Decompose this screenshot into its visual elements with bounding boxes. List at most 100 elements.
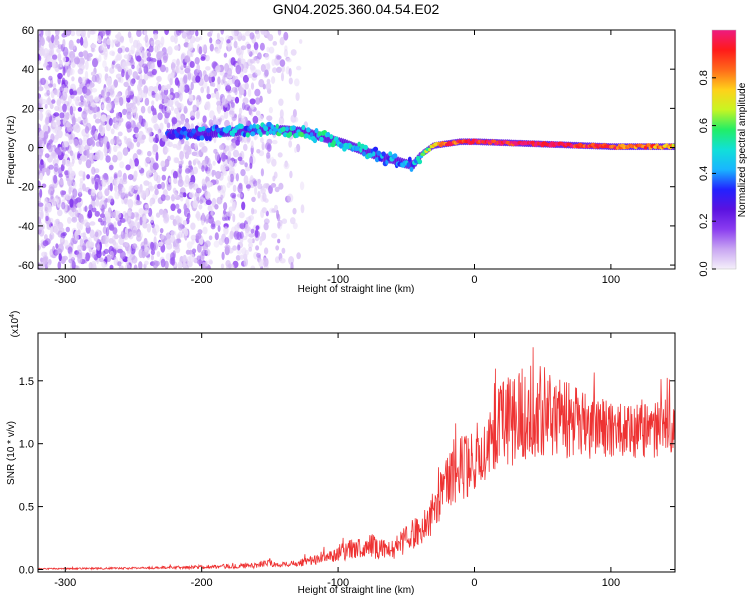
spectrogram-noise-dot — [57, 129, 63, 139]
spectrogram-noise-dot — [155, 212, 161, 218]
spectrogram-ridge-dot — [259, 131, 263, 137]
spectrogram-ridge-dot — [291, 125, 296, 131]
spectrogram-noise-dot — [61, 91, 68, 101]
spectrogram-noise-dot — [263, 247, 269, 255]
spectrogram-noise-dot — [235, 64, 242, 75]
spectrogram-noise-dot — [238, 182, 243, 189]
spectrogram-noise-dot — [288, 77, 293, 85]
spectrogram-noise-dot — [260, 30, 266, 34]
spectrogram-noise-dot — [38, 244, 41, 251]
spectrogram-ridge-dot — [359, 147, 363, 153]
spectrogram-noise-dot — [261, 207, 267, 214]
spectrogram-ridge-dot — [245, 132, 250, 138]
spectrogram-noise-dot — [185, 118, 189, 124]
spectrogram-noise-dot — [143, 30, 148, 36]
spectrogram-noise-dot — [164, 260, 169, 269]
spectrogram-noise-dot — [206, 171, 212, 177]
spectrogram-noise-dot — [234, 96, 240, 104]
spectrogram-noise-dot — [175, 111, 181, 121]
spectrogram-noise-dot — [170, 106, 174, 111]
spectrogram-noise-dot — [189, 61, 195, 68]
spectrogram-noise-dot — [99, 257, 104, 263]
spectrogram-noise-dot — [151, 100, 155, 106]
spectrogram-noise-dot — [56, 99, 62, 107]
colorbar-tick-label: 0.0 — [698, 261, 710, 276]
spectrogram-noise-dot — [192, 166, 198, 175]
spectrogram-noise-dot — [118, 186, 123, 195]
spectrogram-noise-dot — [102, 60, 107, 69]
spectrogram-noise-dot — [110, 128, 115, 135]
spectrogram-noise-dot — [272, 139, 278, 145]
spectrogram-noise-dot — [222, 216, 227, 222]
colorbar: 0.0 0.2 0.4 0.6 0.8 Normalized spectral ampl… — [698, 29, 748, 277]
spectrogram-noise-dot — [125, 164, 131, 171]
spectrogram-noise-dot — [148, 207, 153, 217]
spectrogram-noise-dot — [143, 180, 150, 186]
spectrogram-noise-dot — [94, 96, 100, 103]
spectrogram-noise-dot — [154, 39, 161, 46]
spectrogram-noise-dot — [287, 193, 294, 203]
spectrogram-noise-dot — [223, 52, 228, 58]
spectrogram-noise-dot — [110, 198, 114, 205]
spectrogram-noise-dot — [94, 181, 99, 191]
snr-plot-area — [38, 333, 675, 572]
spectrogram-noise-dot — [70, 68, 75, 75]
spectrogram-noise-dot — [209, 30, 214, 35]
spectrogram-noise-dot — [147, 106, 152, 114]
spectrogram-noise-dot — [127, 31, 132, 39]
spectrogram-noise-dot — [44, 153, 50, 159]
spectrogram-ridge-dot — [191, 128, 197, 134]
spectrogram-dots — [38, 30, 308, 269]
spectrogram-noise-dot — [86, 54, 90, 62]
spectrogram-noise-dot — [288, 140, 293, 148]
spectrogram-noise-dot — [105, 233, 109, 242]
spectrogram-noise-dot — [67, 205, 71, 211]
spectrogram-noise-dot — [283, 49, 288, 58]
spectrogram-noise-dot — [141, 250, 146, 259]
spectrogram-noise-dot — [196, 99, 200, 108]
spectrogram-noise-dot — [125, 61, 131, 67]
spectrogram-noise-dot — [214, 151, 220, 162]
spectrogram-noise-dot — [250, 228, 255, 234]
spectrogram-noise-dot — [98, 124, 103, 133]
spectrogram-noise-dot — [79, 238, 83, 248]
spectrogram-noise-dot — [117, 170, 123, 178]
spectrogram-noise-dot — [179, 70, 185, 75]
spectrogram-ridge-dot — [312, 137, 318, 144]
spectrogram-noise-dot — [237, 244, 241, 251]
spectrogram-noise-dot — [158, 94, 162, 101]
spectrogram-noise-dot — [195, 75, 201, 83]
spectrogram-noise-dot — [70, 54, 74, 63]
spectrogram-noise-dot — [141, 50, 145, 59]
spectrogram-noise-dot — [68, 139, 73, 145]
spectrogram-noise-dot — [227, 145, 234, 152]
spectrogram-noise-dot — [39, 147, 43, 157]
spectrogram-noise-dot — [268, 185, 273, 194]
spectrogram-noise-dot — [130, 44, 135, 54]
spectrogram-noise-dot — [100, 137, 105, 144]
spectrogram-noise-dot — [155, 151, 159, 162]
colorbar-label: Normalized spectral amplitude — [737, 82, 748, 217]
spectrogram-noise-dot — [46, 65, 51, 71]
spectrogram-noise-dot — [157, 131, 163, 141]
spectrogram-noise-dot — [179, 92, 183, 102]
spectrogram-noise-dot — [202, 115, 207, 123]
spectrogram-noise-dot — [72, 181, 77, 189]
spectrogram-noise-dot — [260, 137, 264, 144]
spectrogram-noise-dot — [140, 105, 146, 114]
spectrogram-noise-dot — [150, 214, 154, 224]
spectrogram-noise-dot — [152, 162, 159, 170]
spectrogram-noise-dot — [91, 75, 97, 83]
spectrogram-noise-dot — [89, 30, 96, 35]
spectrogram-noise-dot — [45, 30, 51, 37]
spectrogram-ridge-dot — [319, 136, 324, 142]
spectrogram-noise-dot — [113, 79, 118, 88]
spectrogram-noise-dot — [145, 187, 149, 198]
colorbar-tick-label: 0.6 — [698, 118, 710, 133]
spectrogram-noise-dot — [199, 35, 203, 41]
spectrogram-noise-dot — [157, 241, 163, 247]
spectrogram-noise-dot — [152, 107, 157, 116]
spectrogram-noise-dot — [250, 140, 254, 149]
spectrogram-noise-dot — [139, 73, 143, 82]
spectrogram-noise-dot — [218, 238, 224, 246]
